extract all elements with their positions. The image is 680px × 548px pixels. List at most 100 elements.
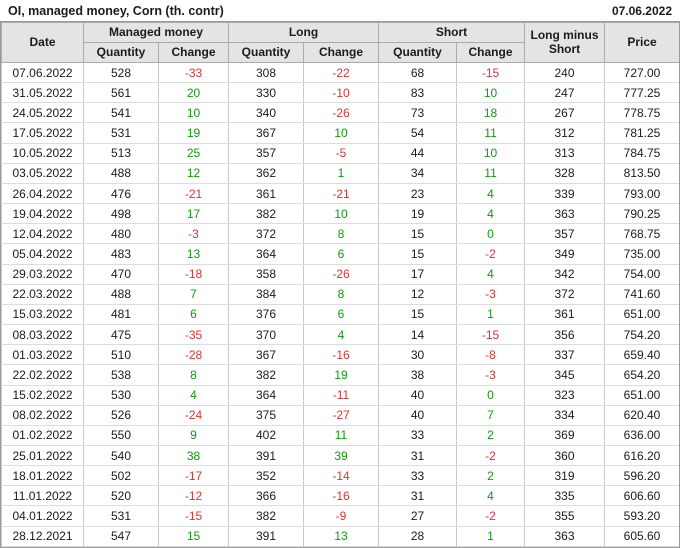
long-quantity-cell: 382 xyxy=(228,505,304,527)
long-minus-short-cell: 267 xyxy=(524,102,606,124)
long-minus-short-cell: 247 xyxy=(524,82,606,104)
managed-money-change-cell: -17 xyxy=(158,465,229,487)
managed-money-change-cell: 4 xyxy=(158,384,229,406)
table-row: 04.01.2022 531 -15 382 -9 27 -2 355 593.20 xyxy=(1,505,679,527)
price-cell: 754.20 xyxy=(604,324,679,346)
price-cell: 606.60 xyxy=(604,485,679,507)
price-cell: 784.75 xyxy=(604,142,679,164)
managed-money-change-cell: 38 xyxy=(158,444,229,467)
date-cell: 01.02.2022 xyxy=(1,424,84,446)
long-quantity-cell: 364 xyxy=(228,384,304,406)
price-cell: 727.00 xyxy=(604,61,679,84)
table-row: 24.05.2022 541 10 340 -26 73 18 267 778.75 xyxy=(1,102,679,124)
date-cell: 18.01.2022 xyxy=(1,465,84,487)
managed-money-change-cell: 7 xyxy=(158,283,229,305)
short-quantity-cell: 73 xyxy=(378,102,458,124)
managed-money-quantity-cell: 528 xyxy=(83,61,159,84)
managed-money-change-cell: 10 xyxy=(158,102,229,124)
short-change-cell: 11 xyxy=(456,162,526,184)
table-row: 08.03.2022 475 -35 370 4 14 -15 356 754.20 xyxy=(1,324,679,346)
short-change-cell: 0 xyxy=(456,223,526,245)
long-minus-short-cell: 372 xyxy=(524,283,606,305)
long-minus-short-cell: 328 xyxy=(524,162,606,184)
short-quantity-cell: 15 xyxy=(378,223,458,245)
table-row: 26.04.2022 476 -21 361 -21 23 4 339 793.00 xyxy=(1,182,679,205)
short-quantity-cell: 31 xyxy=(378,485,458,507)
long-change-cell: 6 xyxy=(302,243,380,265)
managed-money-quantity-cell: 488 xyxy=(83,283,159,305)
long-change-cell: -26 xyxy=(302,102,380,124)
managed-money-quantity-cell: 538 xyxy=(83,364,159,386)
date-cell: 11.01.2022 xyxy=(1,485,84,507)
short-change-cell: -3 xyxy=(456,364,526,386)
long-minus-short-cell: 335 xyxy=(524,485,606,507)
long-minus-short-cell: 313 xyxy=(524,142,606,164)
subheader-mm-quantity: Quantity xyxy=(83,42,159,63)
short-change-cell: -2 xyxy=(456,444,526,467)
price-cell: 593.20 xyxy=(604,505,679,527)
table-body: 07.06.2022 528 -33 308 -22 68 -15 240 727.00 31.0… xyxy=(1,61,679,547)
price-cell: 793.00 xyxy=(604,182,679,205)
short-change-cell: -3 xyxy=(456,283,526,305)
cot-data-table: Date Managed money Long Short Long minus… xyxy=(1,22,679,547)
managed-money-quantity-cell: 483 xyxy=(83,243,159,265)
long-change-cell: 11 xyxy=(302,424,380,446)
long-minus-short-cell: 339 xyxy=(524,182,606,205)
table-head: Date Managed money Long Short Long minus… xyxy=(1,22,679,63)
table-row: 22.02.2022 538 8 382 19 38 -3 345 654.20 xyxy=(1,364,679,386)
managed-money-change-cell: 12 xyxy=(158,162,229,184)
long-quantity-cell: 376 xyxy=(228,303,304,326)
date-cell: 08.02.2022 xyxy=(1,404,84,426)
long-quantity-cell: 384 xyxy=(228,283,304,305)
short-change-cell: -8 xyxy=(456,344,526,366)
long-change-cell: 39 xyxy=(302,444,380,467)
managed-money-change-cell: -15 xyxy=(158,505,229,527)
table-row: 18.01.2022 502 -17 352 -14 33 2 319 596.20 xyxy=(1,465,679,487)
managed-money-change-cell: -35 xyxy=(158,324,229,346)
long-change-cell: 8 xyxy=(302,223,380,245)
date-cell: 04.01.2022 xyxy=(1,505,84,527)
long-quantity-cell: 391 xyxy=(228,525,304,547)
short-quantity-cell: 54 xyxy=(378,122,458,144)
date-cell: 10.05.2022 xyxy=(1,142,84,164)
header-short: Short xyxy=(378,22,526,43)
managed-money-quantity-cell: 531 xyxy=(83,122,159,144)
long-quantity-cell: 352 xyxy=(228,465,304,487)
long-quantity-cell: 375 xyxy=(228,404,304,426)
price-cell: 654.20 xyxy=(604,364,679,386)
short-quantity-cell: 68 xyxy=(378,61,458,84)
long-change-cell: -10 xyxy=(302,82,380,104)
short-change-cell: 1 xyxy=(456,303,526,326)
table-row: 11.01.2022 520 -12 366 -16 31 4 335 606.60 xyxy=(1,485,679,507)
managed-money-change-cell: -28 xyxy=(158,344,229,366)
long-quantity-cell: 370 xyxy=(228,324,304,346)
short-quantity-cell: 31 xyxy=(378,444,458,467)
price-cell: 616.20 xyxy=(604,444,679,467)
managed-money-quantity-cell: 488 xyxy=(83,162,159,184)
managed-money-change-cell: 6 xyxy=(158,303,229,326)
table-row: 15.02.2022 530 4 364 -11 40 0 323 651.00 xyxy=(1,384,679,406)
table-row: 25.01.2022 540 38 391 39 31 -2 360 616.20 xyxy=(1,444,679,467)
date-cell: 08.03.2022 xyxy=(1,324,84,346)
table-row: 08.02.2022 526 -24 375 -27 40 7 334 620.40 xyxy=(1,404,679,426)
long-minus-short-cell: 355 xyxy=(524,505,606,527)
managed-money-change-cell: 9 xyxy=(158,424,229,446)
subheader-mm-change: Change xyxy=(158,42,229,63)
report-date: 07.06.2022 xyxy=(611,4,672,18)
subheader-long-quantity: Quantity xyxy=(228,42,304,63)
page-title: OI, managed money, Corn (th. contr) xyxy=(8,4,224,18)
managed-money-change-cell: 25 xyxy=(158,142,229,164)
long-minus-short-cell: 319 xyxy=(524,465,606,487)
long-quantity-cell: 357 xyxy=(228,142,304,164)
long-quantity-cell: 362 xyxy=(228,162,304,184)
table-row: 07.06.2022 528 -33 308 -22 68 -15 240 727.00 xyxy=(1,61,679,84)
short-quantity-cell: 27 xyxy=(378,505,458,527)
managed-money-quantity-cell: 531 xyxy=(83,505,159,527)
managed-money-change-cell: -21 xyxy=(158,182,229,205)
long-quantity-cell: 382 xyxy=(228,203,304,225)
long-minus-short-cell: 342 xyxy=(524,263,606,285)
managed-money-quantity-cell: 513 xyxy=(83,142,159,164)
table-row: 01.02.2022 550 9 402 11 33 2 369 636.00 xyxy=(1,424,679,446)
subheader-long-change: Change xyxy=(302,42,380,63)
date-cell: 31.05.2022 xyxy=(1,82,84,104)
